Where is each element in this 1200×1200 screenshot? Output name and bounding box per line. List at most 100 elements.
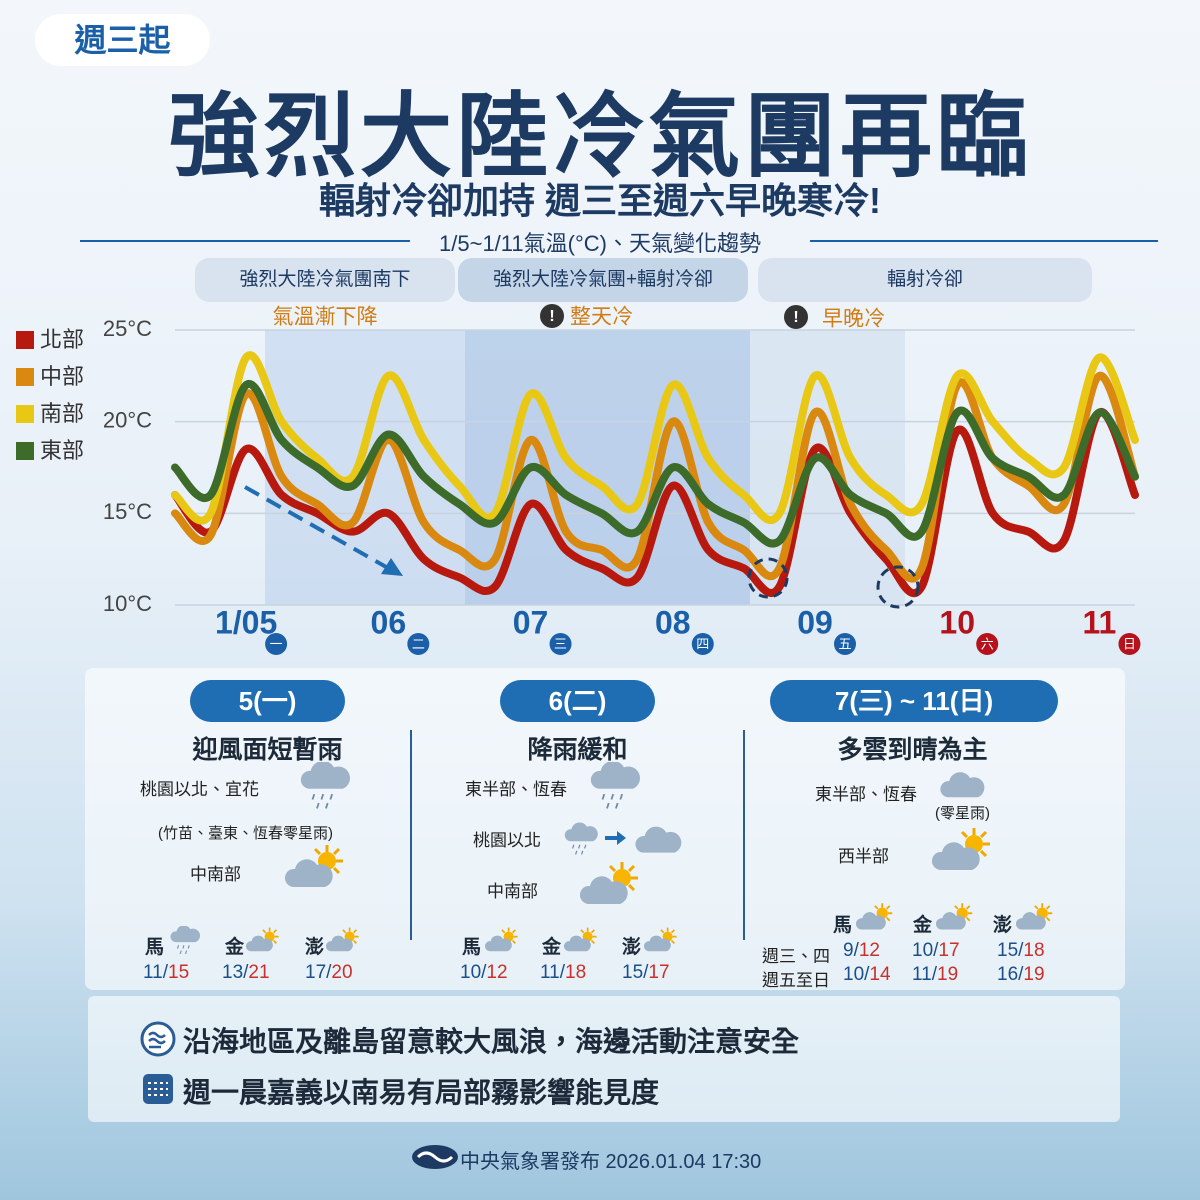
temps: 1118	[540, 962, 586, 984]
phase-note: 氣溫漸下降	[273, 306, 378, 329]
temp-low: 10	[912, 940, 938, 961]
phase-label: 輻射冷卻	[887, 268, 963, 290]
x-tick-label: 06	[371, 604, 407, 640]
temp-high: 18	[565, 962, 587, 983]
weekday-badge	[834, 633, 856, 655]
temp-low: 11	[143, 962, 168, 983]
alert-icon: !	[793, 309, 798, 326]
region: 西半部	[838, 847, 889, 866]
temp-high: 12	[486, 962, 508, 983]
fog-icon	[143, 1074, 173, 1104]
temp-low: 9	[843, 940, 859, 961]
alert-icon: !	[549, 308, 554, 325]
lines	[171, 351, 1139, 598]
alert-icon	[540, 304, 564, 328]
headline: 降雨緩和	[527, 736, 628, 764]
notice-box	[88, 996, 1120, 1122]
weekday-badge	[265, 633, 288, 655]
temps: 912	[843, 940, 880, 962]
weekday-label: 六	[981, 636, 994, 651]
legend-swatch	[16, 331, 34, 349]
title: 強烈大陸冷氣團再臨	[167, 86, 1032, 188]
temps: 1014	[843, 964, 891, 986]
trend-arrow	[381, 558, 403, 576]
legend-label: 中部	[40, 364, 84, 389]
island: 澎	[305, 937, 325, 958]
trend-arrow	[244, 485, 396, 574]
island: 金	[225, 937, 245, 958]
wave-icon	[140, 1021, 176, 1057]
notice: 沿海地區及離島留意較大風浪，海邊活動注意安全	[183, 1026, 800, 1057]
phase-note: 早晚冷	[822, 308, 885, 331]
temp-low: 10	[460, 962, 486, 983]
region: (竹苗、臺東、恆春零星雨)	[158, 825, 333, 842]
temps: 1518	[997, 940, 1045, 962]
island: 馬	[462, 937, 482, 958]
subtitle: 輻射冷卻加持 週三至週六早晚寒冷!	[319, 180, 881, 221]
y-tick-label: 25°C	[103, 316, 152, 341]
weekday-badge	[976, 633, 999, 655]
phase-box	[758, 258, 1092, 302]
temp-high: 17	[938, 940, 960, 961]
date-pill: 6(二)	[500, 680, 655, 722]
weekday-label: 三	[554, 636, 567, 651]
headline: 迎風面短暫雨	[192, 736, 343, 764]
legend-label: 南部	[40, 401, 84, 426]
chart: 強烈大陸冷氣團南下 強烈大陸冷氣團+輻射冷卻 輻射冷卻 氣溫漸下降 ! 整天冷 …	[16, 240, 1158, 655]
region: 中南部	[487, 882, 538, 901]
temps: 1720	[305, 962, 353, 984]
series-line	[171, 351, 1139, 525]
x-tick-label: 10	[939, 604, 975, 640]
weekday-label: 五	[838, 636, 851, 651]
series-line	[171, 379, 1139, 548]
temps: 1119	[912, 964, 958, 986]
phase-box	[195, 258, 455, 302]
phase-note: 整天冷	[570, 306, 633, 329]
temps: 1321	[222, 962, 270, 984]
region: 桃園以北、宜花	[140, 780, 259, 799]
island: 馬	[833, 915, 853, 936]
temps: 1619	[997, 964, 1045, 986]
x-tick-label: 08	[655, 604, 691, 640]
chart-caption: 1/5~1/11氣溫(°C)、天氣變化趨勢	[439, 231, 761, 256]
sun-cloud-icon	[580, 860, 644, 908]
y-tick-label: 15°C	[103, 499, 152, 524]
region: 中南部	[190, 865, 241, 884]
temp-high: 21	[248, 962, 270, 983]
notice: 週一晨嘉義以南易有局部霧影響能見度	[183, 1077, 660, 1108]
rain-icon	[588, 762, 642, 812]
date-pill: 5(一)	[190, 680, 345, 722]
row-label: 週三、四	[762, 947, 830, 966]
rain-icon	[563, 822, 599, 858]
region: 東半部、恆春	[465, 780, 567, 799]
cloud-icon	[633, 824, 683, 858]
island: 金	[542, 937, 562, 958]
weekday-badge	[407, 633, 430, 655]
row-label: 週五至日	[762, 971, 830, 990]
weekday-badge	[691, 633, 714, 655]
island: 澎	[993, 915, 1013, 936]
divider	[410, 730, 412, 940]
temp-high: 20	[331, 962, 353, 983]
rain-icon	[168, 926, 202, 956]
region: 東半部、恆春	[815, 785, 917, 804]
temp-low: 17	[305, 962, 331, 983]
temp-low: 11	[912, 964, 937, 985]
y-tick-label: 20°C	[103, 407, 152, 432]
sun-cloud-icon	[485, 926, 521, 954]
alert-icon	[784, 305, 808, 329]
weekday-badge	[549, 633, 572, 655]
island: 馬	[145, 937, 165, 958]
temp-high: 18	[1023, 940, 1045, 961]
legend-label: 北部	[40, 327, 84, 352]
island: 澎	[622, 937, 642, 958]
low-marker	[876, 565, 920, 609]
legend-swatch	[16, 405, 34, 423]
temp-high: 15	[168, 962, 190, 983]
temps: 1012	[460, 962, 508, 984]
temp-high: 17	[648, 962, 670, 983]
date-pill: 7(三) ~ 11(日)	[770, 680, 1058, 722]
temp-high: 12	[858, 940, 880, 961]
logo	[412, 1145, 458, 1169]
